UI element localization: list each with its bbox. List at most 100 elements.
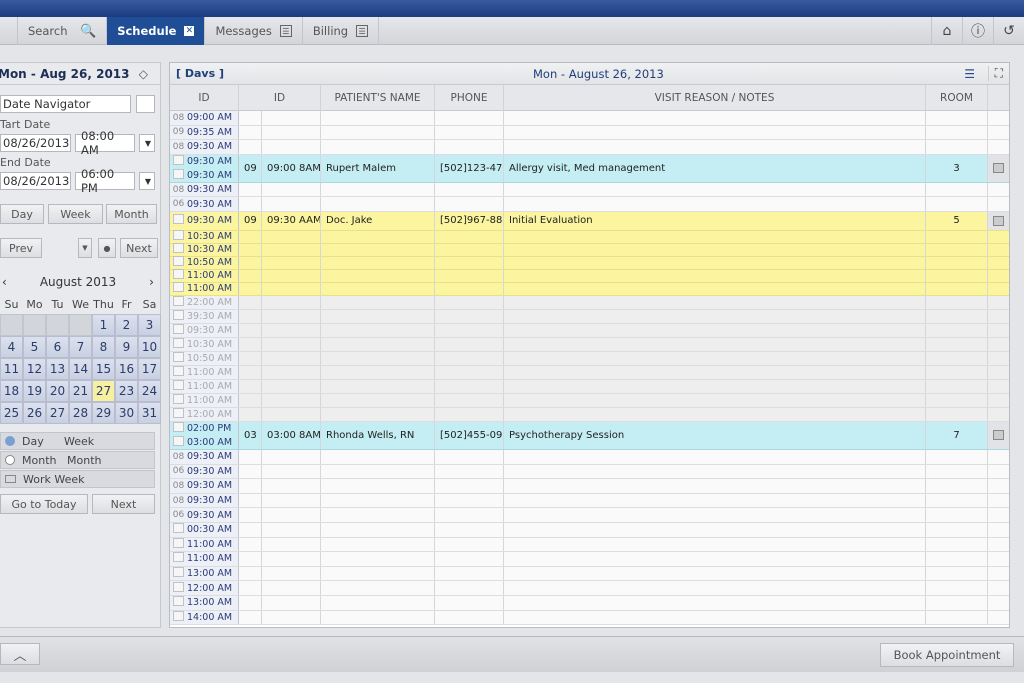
calendar-day[interactable]: 12 bbox=[23, 358, 46, 380]
calendar-day[interactable]: 10 bbox=[138, 336, 161, 358]
time-slot-row[interactable]: 08 09:30 AM bbox=[170, 182, 1009, 198]
calendar-day[interactable]: 1 bbox=[92, 314, 115, 336]
next-bottom-button[interactable]: Next bbox=[92, 494, 155, 514]
option-day-week[interactable]: Day Week bbox=[0, 432, 155, 450]
time-slot-row[interactable]: 06 09:30 AM bbox=[170, 508, 1009, 523]
checkbox[interactable] bbox=[173, 323, 184, 334]
time-slot-row[interactable]: 10:30 AM bbox=[170, 230, 1009, 244]
list-view-icon[interactable]: ☰ bbox=[964, 66, 975, 81]
checkbox[interactable] bbox=[173, 214, 184, 225]
time-slot-row[interactable]: 14:00 AM bbox=[170, 610, 1009, 626]
note-icon[interactable] bbox=[993, 215, 1004, 226]
checkbox[interactable] bbox=[173, 537, 184, 548]
col-visit-reason[interactable]: VISIT REASON / NOTES bbox=[504, 85, 926, 111]
col-phone[interactable]: PHONE bbox=[435, 85, 504, 111]
checkbox[interactable] bbox=[173, 282, 184, 293]
checkbox[interactable] bbox=[173, 610, 184, 621]
history-icon[interactable]: ↺ bbox=[993, 17, 1024, 45]
calendar-day[interactable]: 14 bbox=[69, 358, 92, 380]
calendar-day[interactable]: 4 bbox=[0, 336, 23, 358]
start-time-field[interactable]: 08:00 AM bbox=[75, 129, 135, 157]
time-slot-row[interactable]: 11:00 AM bbox=[170, 379, 1009, 394]
start-date-field[interactable]: 08/26/2013 bbox=[0, 134, 71, 152]
time-slot-row[interactable]: 10:50 AM bbox=[170, 256, 1009, 270]
time-slot-row[interactable]: 11:00 AM bbox=[170, 537, 1009, 553]
time-slot-row[interactable]: 12:00 AM bbox=[170, 581, 1009, 596]
end-time-field[interactable]: 06:00 PM bbox=[75, 167, 135, 195]
expand-icon[interactable]: ⛶ bbox=[987, 66, 1003, 81]
checkbox[interactable] bbox=[173, 168, 184, 179]
calendar-day[interactable]: 19 bbox=[23, 380, 46, 402]
checkbox[interactable] bbox=[173, 243, 184, 254]
end-time-dropdown[interactable]: ▼ bbox=[139, 172, 155, 190]
calendar-day[interactable]: 7 bbox=[69, 336, 92, 358]
checkbox[interactable] bbox=[173, 596, 184, 607]
col-id2[interactable]: ID bbox=[239, 85, 321, 111]
calendar-day[interactable]: 5 bbox=[23, 336, 46, 358]
time-slot-row[interactable]: 13:00 AM bbox=[170, 595, 1009, 611]
calendar-day[interactable]: 21 bbox=[69, 380, 92, 402]
time-slot-row[interactable]: 08 09:00 AM bbox=[170, 111, 1009, 126]
time-slot-row[interactable]: 08 09:30 AM bbox=[170, 479, 1009, 494]
book-appointment-button[interactable]: Book Appointment bbox=[880, 643, 1014, 667]
calendar-day[interactable]: 6 bbox=[46, 336, 69, 358]
time-slot-row[interactable]: 08 09:30 AM bbox=[170, 493, 1009, 509]
calendar-day[interactable]: 31 bbox=[138, 402, 161, 424]
tab-messages[interactable]: Messages ☰ bbox=[205, 17, 303, 45]
calendar-day[interactable]: 11 bbox=[0, 358, 23, 380]
col-patient-name[interactable]: PATIENT'S NAME bbox=[321, 85, 435, 111]
next-button[interactable]: Next bbox=[120, 238, 158, 258]
calendar-day[interactable]: 23 bbox=[115, 380, 138, 402]
checkbox[interactable] bbox=[173, 581, 184, 592]
tab-schedule[interactable]: Schedule ✕ bbox=[107, 17, 206, 45]
time-slot-row[interactable]: 08 09:30 AM bbox=[170, 140, 1009, 155]
col-id[interactable]: ID bbox=[170, 85, 239, 111]
time-slot-row[interactable]: 22:00 AM bbox=[170, 295, 1009, 310]
appointment-row[interactable]: 09:30 AM 09:30 AM 09 09:00 8AM Rupert Malem[… bbox=[170, 154, 1009, 183]
calendar-day[interactable]: 18 bbox=[0, 380, 23, 402]
calendar-day[interactable]: 28 bbox=[69, 402, 92, 424]
chevron-left-icon[interactable]: ‹ bbox=[2, 275, 7, 289]
checkbox[interactable] bbox=[173, 155, 184, 166]
checkbox[interactable] bbox=[173, 256, 184, 267]
checkbox[interactable] bbox=[173, 407, 184, 418]
date-navigator-field[interactable]: Date Navigator bbox=[0, 95, 131, 113]
time-slot-row[interactable]: 09:30 AM bbox=[170, 323, 1009, 338]
calendar-day[interactable]: 13 bbox=[46, 358, 69, 380]
time-slot-row[interactable]: 09 09:35 AM bbox=[170, 125, 1009, 141]
calendar-day[interactable]: 3 bbox=[138, 314, 161, 336]
checkbox[interactable] bbox=[173, 295, 184, 306]
time-slot-row[interactable]: 11:00 AM bbox=[170, 365, 1009, 380]
time-slot-row[interactable]: 11:00 AM bbox=[170, 552, 1009, 567]
time-slot-row[interactable]: 13:00 AM bbox=[170, 566, 1009, 582]
note-icon[interactable] bbox=[993, 163, 1004, 174]
calendar-day[interactable]: 8 bbox=[92, 336, 115, 358]
time-slot-row[interactable]: 12:00 AM bbox=[170, 407, 1009, 422]
time-slot-row[interactable]: 39:30 AM bbox=[170, 309, 1009, 324]
calendar-day[interactable]: 16 bbox=[115, 358, 138, 380]
calendar-day[interactable]: 2 bbox=[115, 314, 138, 336]
end-date-field[interactable]: 08/26/2013 bbox=[0, 172, 71, 190]
time-slot-row[interactable]: 06 09:30 AM bbox=[170, 464, 1009, 480]
chevron-right-icon[interactable]: › bbox=[149, 275, 154, 289]
tab-billing[interactable]: Billing ☰ bbox=[303, 17, 380, 45]
time-slot-row[interactable]: 10:30 AM bbox=[170, 243, 1009, 257]
close-icon[interactable]: ✕ bbox=[184, 26, 195, 36]
time-slot-row[interactable]: 11:00 AM bbox=[170, 269, 1009, 283]
tab-search[interactable]: Search 🔍 bbox=[18, 17, 108, 45]
time-slot-row[interactable]: 08 09:30 AM bbox=[170, 449, 1009, 465]
time-slot-row[interactable]: 10:50 AM bbox=[170, 351, 1009, 366]
calendar-day[interactable]: 17 bbox=[138, 358, 161, 380]
note-icon[interactable] bbox=[993, 430, 1004, 441]
checkbox[interactable] bbox=[173, 435, 184, 446]
time-slot-row[interactable]: 11:00 AM bbox=[170, 282, 1009, 296]
calendar-day[interactable]: 27 bbox=[46, 402, 69, 424]
time-slot-row[interactable]: 11:00 AM bbox=[170, 393, 1009, 408]
month-button[interactable]: Month bbox=[106, 204, 157, 224]
calendar-day[interactable]: 27 bbox=[92, 380, 115, 402]
navigator-button[interactable] bbox=[136, 95, 155, 113]
calendar-day[interactable]: 15 bbox=[92, 358, 115, 380]
calendar-day[interactable]: 24 bbox=[138, 380, 161, 402]
diamond-icon[interactable]: ◇ bbox=[138, 66, 148, 81]
